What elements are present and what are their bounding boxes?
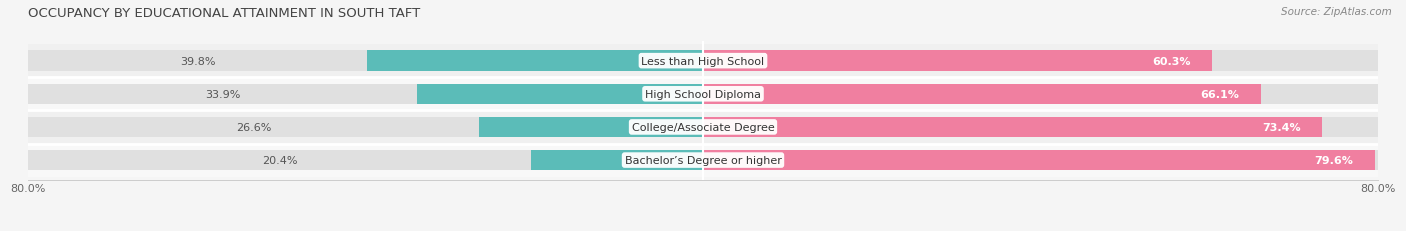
Text: 26.6%: 26.6%: [236, 122, 271, 132]
Text: 33.9%: 33.9%: [205, 89, 240, 99]
Bar: [703, 84, 1378, 105]
Bar: [531, 150, 703, 171]
Text: High School Diploma: High School Diploma: [645, 89, 761, 99]
Text: 73.4%: 73.4%: [1263, 122, 1301, 132]
Bar: [28, 84, 703, 105]
Text: College/Associate Degree: College/Associate Degree: [631, 122, 775, 132]
Text: 60.3%: 60.3%: [1152, 56, 1191, 66]
Text: OCCUPANCY BY EDUCATIONAL ATTAINMENT IN SOUTH TAFT: OCCUPANCY BY EDUCATIONAL ATTAINMENT IN S…: [28, 7, 420, 20]
Bar: [418, 84, 703, 105]
Bar: [703, 51, 1212, 72]
Bar: [28, 144, 1378, 177]
Text: Source: ZipAtlas.com: Source: ZipAtlas.com: [1281, 7, 1392, 17]
Text: 39.8%: 39.8%: [180, 56, 215, 66]
Text: Less than High School: Less than High School: [641, 56, 765, 66]
Bar: [703, 117, 1322, 138]
Text: 66.1%: 66.1%: [1201, 89, 1240, 99]
Text: 20.4%: 20.4%: [262, 155, 297, 165]
Bar: [703, 150, 1378, 171]
Text: 79.6%: 79.6%: [1315, 155, 1354, 165]
Bar: [703, 84, 1261, 105]
Bar: [28, 45, 1378, 78]
Bar: [703, 150, 1375, 171]
Bar: [28, 150, 703, 171]
Bar: [28, 78, 1378, 111]
Bar: [367, 51, 703, 72]
Text: Bachelor’s Degree or higher: Bachelor’s Degree or higher: [624, 155, 782, 165]
Bar: [703, 51, 1378, 72]
Bar: [703, 117, 1378, 138]
Bar: [28, 51, 703, 72]
Bar: [28, 111, 1378, 144]
Bar: [28, 117, 703, 138]
Bar: [478, 117, 703, 138]
Legend: Owner-occupied, Renter-occupied: Owner-occupied, Renter-occupied: [582, 228, 824, 231]
